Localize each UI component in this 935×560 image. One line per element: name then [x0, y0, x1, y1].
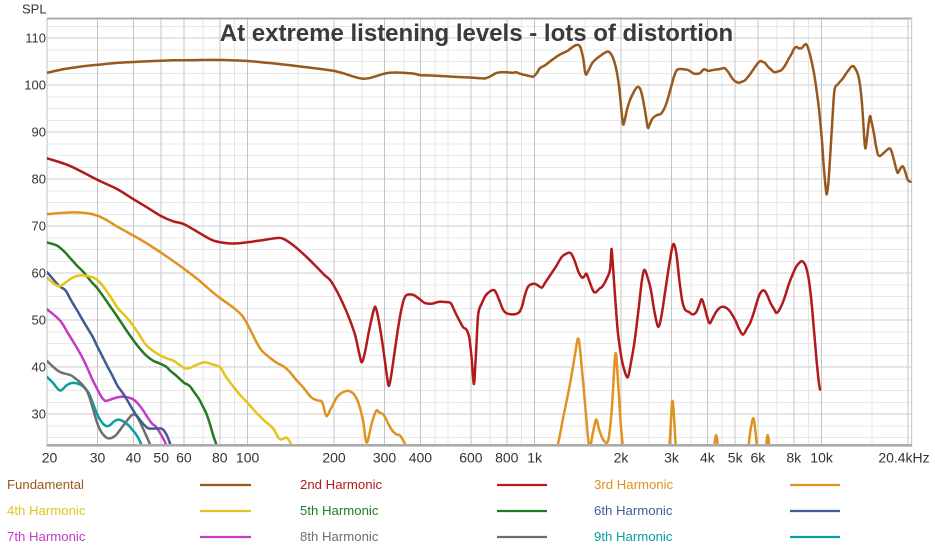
svg-text:80: 80 — [212, 450, 228, 466]
svg-text:6k: 6k — [751, 450, 767, 466]
svg-text:SPL: SPL — [22, 2, 47, 17]
svg-text:10k: 10k — [810, 450, 834, 466]
svg-text:2nd Harmonic: 2nd Harmonic — [300, 477, 382, 492]
svg-text:200: 200 — [322, 450, 346, 466]
svg-text:6th Harmonic: 6th Harmonic — [594, 503, 673, 518]
svg-text:5k: 5k — [728, 450, 744, 466]
svg-text:70: 70 — [32, 219, 46, 234]
svg-text:100: 100 — [24, 78, 46, 93]
svg-text:800: 800 — [495, 450, 519, 466]
svg-text:300: 300 — [373, 450, 397, 466]
svg-text:30: 30 — [32, 407, 46, 422]
svg-text:At extreme listening levels -: At extreme listening levels - lots of di… — [220, 20, 733, 47]
svg-text:60: 60 — [32, 266, 46, 281]
svg-text:7th Harmonic: 7th Harmonic — [7, 529, 86, 544]
svg-text:100: 100 — [236, 450, 260, 466]
svg-text:5th Harmonic: 5th Harmonic — [300, 503, 379, 518]
svg-text:600: 600 — [459, 450, 483, 466]
svg-text:60: 60 — [176, 450, 192, 466]
svg-text:1k: 1k — [527, 450, 543, 466]
svg-text:110: 110 — [25, 31, 46, 46]
svg-text:80: 80 — [32, 172, 46, 187]
svg-text:50: 50 — [32, 313, 46, 328]
svg-text:20.4kHz: 20.4kHz — [878, 450, 929, 466]
svg-text:9th Harmonic: 9th Harmonic — [594, 529, 673, 544]
svg-text:8k: 8k — [786, 450, 802, 466]
svg-text:4th Harmonic: 4th Harmonic — [7, 503, 86, 518]
svg-text:3rd Harmonic: 3rd Harmonic — [594, 477, 674, 492]
svg-text:4k: 4k — [700, 450, 716, 466]
svg-text:30: 30 — [90, 450, 106, 466]
svg-text:400: 400 — [409, 450, 433, 466]
svg-text:8th Harmonic: 8th Harmonic — [300, 529, 379, 544]
svg-text:Fundamental: Fundamental — [7, 477, 84, 492]
svg-text:50: 50 — [153, 450, 169, 466]
svg-text:2k: 2k — [614, 450, 630, 466]
svg-text:20: 20 — [42, 450, 58, 466]
svg-text:40: 40 — [126, 450, 142, 466]
svg-text:40: 40 — [32, 360, 46, 375]
svg-text:90: 90 — [32, 125, 46, 140]
svg-text:3k: 3k — [664, 450, 680, 466]
